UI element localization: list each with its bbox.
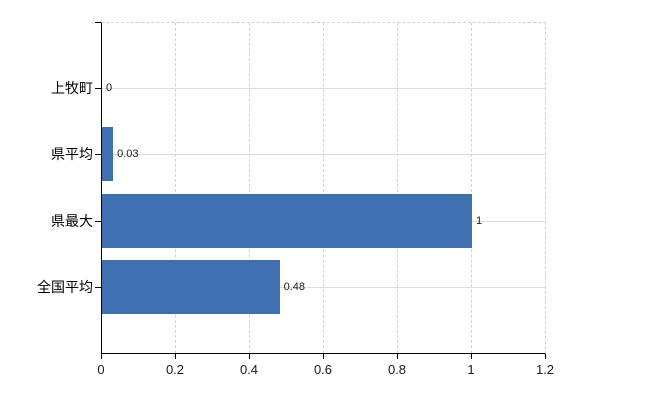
- bar-value-label: 0.03: [117, 148, 139, 161]
- x-axis-tick: [397, 354, 398, 359]
- plot-area: [101, 22, 546, 354]
- vertical-gridline: [249, 23, 250, 353]
- y-axis-tick: [95, 286, 101, 288]
- x-tick-label: 1: [467, 362, 475, 377]
- x-tick-label: 0.6: [313, 362, 333, 377]
- x-axis-tick: [101, 354, 102, 359]
- y-axis-tick: [95, 88, 101, 90]
- bar: [102, 259, 280, 314]
- x-axis-tick: [545, 354, 546, 359]
- x-tick-label: 1.2: [535, 362, 555, 377]
- category-label: 全国平均: [37, 278, 93, 295]
- x-tick-label: 0.4: [239, 362, 259, 377]
- x-axis-tick: [323, 354, 324, 359]
- y-axis-tick: [95, 220, 101, 222]
- vertical-gridline: [397, 23, 398, 353]
- x-axis-tick: [175, 354, 176, 359]
- vertical-gridline: [471, 23, 472, 353]
- y-axis-end-tick: [95, 22, 101, 23]
- bar: [102, 193, 472, 248]
- x-tick-label: 0.8: [387, 362, 407, 377]
- bar-value-label: 0.48: [283, 280, 306, 293]
- vertical-gridline: [323, 23, 324, 353]
- bar-value-label: 1: [476, 214, 483, 227]
- x-axis-tick: [471, 354, 472, 359]
- x-axis-tick: [249, 354, 250, 359]
- vertical-gridline: [175, 23, 176, 353]
- bar-value-label: 0: [106, 82, 113, 95]
- x-tick-label: 0.2: [165, 362, 185, 377]
- y-axis-tick: [95, 154, 101, 156]
- bar: [102, 127, 114, 182]
- x-tick-label: 0: [97, 362, 105, 377]
- category-label: 県最大: [51, 212, 93, 229]
- category-label: 県平均: [51, 146, 93, 163]
- category-label: 上牧町: [51, 80, 93, 97]
